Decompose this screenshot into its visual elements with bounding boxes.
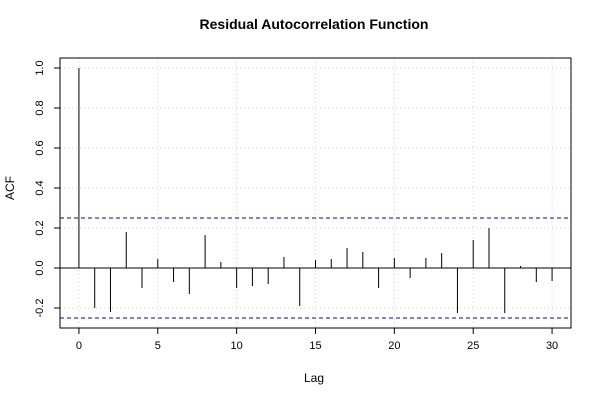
y-tick-label-4: 0.6: [34, 140, 46, 155]
y-tick-label-2: 0.2: [34, 220, 46, 235]
x-tick-label-0: 0: [76, 340, 82, 352]
y-axis-label: ACF: [3, 176, 17, 200]
x-tick-label-1: 5: [155, 340, 161, 352]
confidence-bounds: [60, 217, 571, 319]
x-tick-label-4: 20: [388, 340, 400, 352]
x-tick-label-6: 30: [546, 340, 558, 352]
chart-title: Residual Autocorrelation Function: [200, 16, 429, 32]
plot-frame: [59, 57, 572, 329]
y-tick-label-0: -0.2: [34, 299, 46, 318]
y-tick-label-1: 0.0: [34, 260, 46, 275]
x-tick-label-5: 25: [467, 340, 479, 352]
y-tick-label-6: 1.0: [34, 60, 46, 75]
x-tick-label-2: 10: [231, 340, 243, 352]
grid-lines: [60, 58, 571, 328]
x-axis-label: Lag: [304, 371, 324, 385]
y-tick-label-3: 0.4: [34, 180, 46, 195]
x-tick-label-3: 15: [309, 340, 321, 352]
y-tick-label-5: 0.8: [34, 100, 46, 115]
acf-bars: [60, 68, 571, 313]
